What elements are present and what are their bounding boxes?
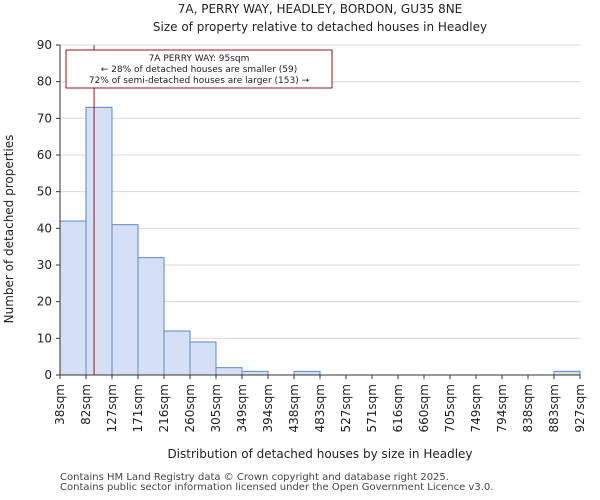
- x-tick-label: 705sqm: [443, 384, 457, 432]
- y-tick-label: 70: [37, 111, 52, 125]
- footer-line1: Contains HM Land Registry data © Crown c…: [60, 472, 449, 483]
- x-tick-label: 260sqm: [183, 384, 197, 432]
- y-tick-label: 90: [37, 38, 52, 52]
- y-tick-labels: 0 10 20 30 40 50 60 70 80 90: [37, 38, 60, 382]
- annotation-line2: ← 28% of detached houses are smaller (59…: [101, 65, 298, 75]
- bar-260sqm: [189, 341, 217, 376]
- chart-title-line1: 7A, PERRY WAY, HEADLEY, BORDON, GU35 8NE: [178, 2, 463, 16]
- y-tick-label: 0: [44, 368, 52, 382]
- footer: Contains HM Land Registry data © Crown c…: [60, 473, 493, 493]
- y-tick-label: 60: [37, 148, 52, 162]
- bar-216sqm: [163, 330, 191, 376]
- x-tick-label: 749sqm: [469, 384, 483, 432]
- x-tick-labels: 38sqm 82sqm 127sqm 171sqm 216sqm 260sqm 305sqm…: [53, 375, 587, 432]
- bars: [59, 106, 581, 376]
- x-tick-label: 927sqm: [573, 384, 587, 432]
- x-tick-label: 571sqm: [365, 384, 379, 432]
- bar-883sqm: [553, 370, 581, 376]
- x-tick-label: 38sqm: [53, 384, 67, 425]
- y-tick-label: 10: [37, 331, 52, 345]
- bar-305sqm: [215, 367, 243, 376]
- y-tick-label: 50: [37, 185, 52, 199]
- footer-line2: Contains public sector information licen…: [60, 482, 494, 493]
- chart-title-line2: Size of property relative to detached ho…: [153, 20, 487, 34]
- annotation-line3: 72% of semi-detached houses are larger (…: [89, 76, 310, 86]
- x-tick-label: 305sqm: [209, 384, 223, 432]
- x-tick-label: 883sqm: [547, 384, 561, 432]
- x-tick-label: 394sqm: [261, 384, 275, 432]
- x-axis-label: Distribution of detached houses by size …: [167, 447, 472, 461]
- bar-82sqm: [85, 106, 113, 376]
- x-tick-label: 838sqm: [521, 384, 535, 432]
- y-tick-label: 80: [37, 75, 52, 89]
- annotation-box: 7A PERRY WAY: 95sqm ← 28% of detached ho…: [65, 49, 333, 89]
- x-tick-label: 483sqm: [313, 384, 327, 432]
- x-tick-label: 527sqm: [339, 384, 353, 432]
- x-tick-label: 660sqm: [417, 384, 431, 432]
- x-tick-label: 349sqm: [235, 384, 249, 432]
- y-tick-label: 30: [37, 258, 52, 272]
- bar-438sqm: [293, 370, 321, 376]
- bar-38sqm: [59, 220, 87, 376]
- x-tick-label: 794sqm: [495, 384, 509, 432]
- x-tick-label: 438sqm: [287, 384, 301, 432]
- x-tick-label: 216sqm: [157, 384, 171, 432]
- annotation-line1: 7A PERRY WAY: 95sqm: [149, 54, 250, 64]
- y-tick-label: 20: [37, 295, 52, 309]
- bar-171sqm: [137, 257, 165, 376]
- x-tick-label: 127sqm: [105, 384, 119, 432]
- y-tick-label: 40: [37, 221, 52, 235]
- y-axis-label: Number of detached properties: [2, 135, 16, 324]
- x-tick-label: 82sqm: [79, 384, 93, 425]
- bar-349sqm: [241, 370, 269, 376]
- bar-127sqm: [111, 224, 139, 376]
- x-tick-label: 616sqm: [391, 384, 405, 432]
- x-tick-label: 171sqm: [131, 384, 145, 432]
